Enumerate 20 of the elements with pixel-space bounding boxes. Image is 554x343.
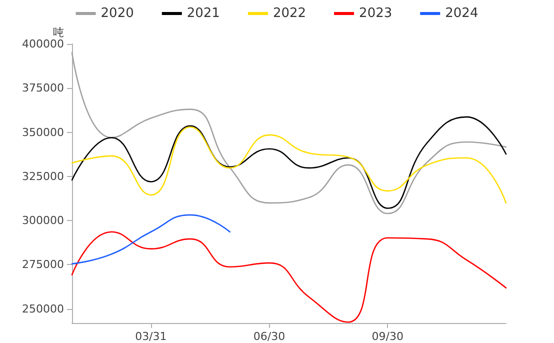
y-tick-label: 325000 [22,170,64,183]
y-tick-label: 350000 [22,126,64,139]
legend-label: 2021 [186,6,220,21]
line-series [71,214,230,264]
x-tick-label: 03/31 [135,330,167,343]
y-tick-label: 250000 [22,302,64,316]
x-tick-label: 06/30 [253,330,286,343]
line-series [71,116,507,209]
line-series [71,52,507,214]
line-series [71,126,507,204]
legend-label: 2022 [272,6,306,21]
legend-label: 2024 [445,6,478,21]
legend-label: 2020 [100,6,134,21]
y-tick-label: 375000 [22,82,64,95]
legend-label: 2023 [359,6,392,21]
x-tick-label: 09/30 [372,330,404,343]
y-tick-label: 400000 [22,38,64,50]
y-axis-title: 吨 [53,26,64,39]
y-tick-label: 300000 [22,214,64,228]
y-tick-label: 275000 [22,258,64,272]
